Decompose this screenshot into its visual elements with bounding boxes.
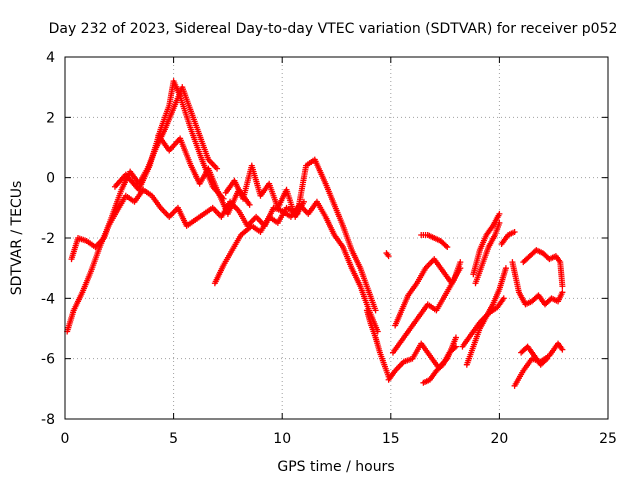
series-track-f [222,162,307,220]
x-tick-label: 5 [169,431,178,447]
y-tick-label: 2 [46,110,55,126]
grid-lines [65,57,608,419]
series-track-m [420,343,459,386]
series-track-l [418,231,451,251]
data-point [214,165,221,172]
series-track-c [111,78,227,202]
y-tick-label: 0 [46,171,55,187]
x-tick-label: 0 [61,431,70,447]
data-point [511,228,518,235]
data-point [502,265,509,272]
data-points [64,78,566,389]
data-point [444,244,451,251]
data-point [544,355,551,362]
series-track-o [459,295,507,350]
series-track-q [470,210,503,278]
series-track-s [509,259,566,308]
y-tick-label: -4 [41,291,55,307]
data-point [500,295,507,302]
y-tick-label: 4 [46,50,55,66]
x-tick-label: 15 [382,431,400,447]
data-point [452,343,459,350]
y-tick-label: -2 [41,231,55,247]
axis-ticks: 0 5 10 15 20 25 -8 -6 -4 -2 0 2 4 [41,50,617,447]
y-tick-label: -8 [41,412,55,428]
data-point [452,334,459,341]
series-track-k [389,259,464,356]
series-track-r [498,228,518,248]
y-tick-label: -6 [41,352,55,368]
series-track-p [472,219,503,287]
data-point [457,259,464,266]
data-point [559,289,566,296]
data-point [496,210,503,217]
data-point [442,242,449,249]
data-point [372,307,379,314]
data-point [559,346,566,353]
plot-frame [64,56,609,420]
x-axis-label: GPS time / hours [277,459,394,475]
series-track-h [383,250,392,260]
data-point [246,201,253,208]
series-track-j [392,256,464,329]
series-track-t [520,247,566,290]
x-tick-label: 10 [273,431,291,447]
data-point [385,253,392,260]
series-track-g [363,307,392,380]
data-point [559,283,566,290]
series-track-v [518,343,551,368]
series-track-e [211,156,379,314]
chart-title: Day 232 of 2023, Sidereal Day-to-day VTE… [49,21,618,37]
data-point [542,356,549,363]
y-axis-label: SDTVAR / TECUs [9,181,25,296]
x-tick-label: 25 [599,431,617,447]
data-point [451,344,458,351]
data-point [300,198,307,205]
x-tick-label: 20 [490,431,508,447]
